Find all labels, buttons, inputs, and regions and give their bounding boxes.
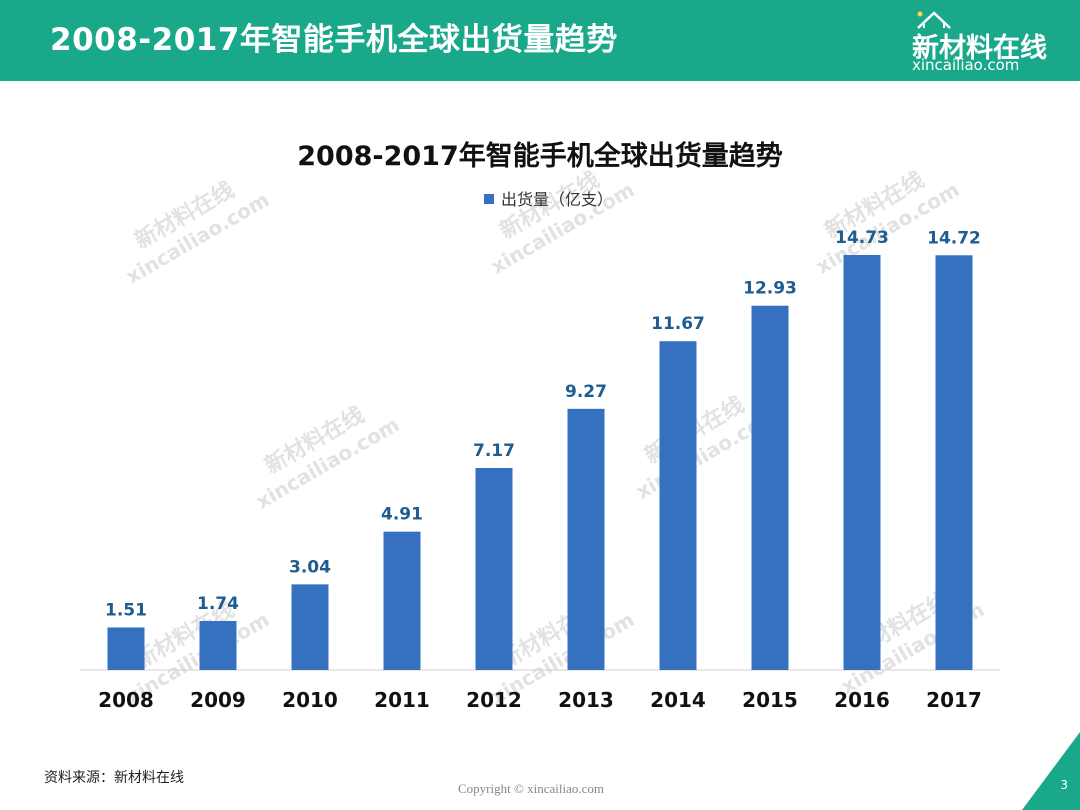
bar-2008 <box>107 627 145 670</box>
house-roof-icon <box>917 11 951 29</box>
bar-2017 <box>935 255 973 670</box>
bar-2015 <box>751 305 789 670</box>
logo-name: 新材料在线 <box>912 33 1047 64</box>
corner-decoration <box>1022 732 1080 810</box>
data-label-2012: 7.17 <box>473 441 515 461</box>
bar-group: 1.51 2008 1.74 2009 3.04 2010 4.91 2011 7.17 2012… <box>98 228 982 712</box>
bar-2011 <box>383 531 421 670</box>
data-label-2014: 11.67 <box>651 314 705 334</box>
header-bar: 2008-2017年智能手机全球出货量趋势 新材料在线 xincailiao.c… <box>0 0 1080 81</box>
x-tick-label-2017: 2017 <box>926 688 982 712</box>
legend-label: 出货量（亿支） <box>501 190 613 209</box>
x-tick-label-2012: 2012 <box>466 688 522 712</box>
x-tick-label-2010: 2010 <box>282 688 338 712</box>
page-title: 2008-2017年智能手机全球出货量趋势 <box>50 22 618 58</box>
x-tick-label-2014: 2014 <box>650 688 706 712</box>
logo-domain: xincailiao.com <box>912 56 1020 74</box>
x-tick-label-2016: 2016 <box>834 688 890 712</box>
data-label-2009: 1.74 <box>197 594 239 614</box>
data-label-2013: 9.27 <box>565 382 607 402</box>
x-tick-label-2015: 2015 <box>742 688 798 712</box>
chart-title: 2008-2017年智能手机全球出货量趋势 <box>297 140 783 172</box>
brand-logo: 新材料在线 xincailiao.com <box>912 8 1047 74</box>
data-label-2017: 14.72 <box>927 228 981 248</box>
bar-2016 <box>843 255 881 670</box>
x-tick-label-2011: 2011 <box>374 688 430 712</box>
x-tick-label-2008: 2008 <box>98 688 154 712</box>
x-tick-label-2013: 2013 <box>558 688 614 712</box>
bar-2013 <box>567 408 605 670</box>
copyright-text: Copyright © xincailiao.com <box>458 781 604 796</box>
data-label-2010: 3.04 <box>289 557 331 577</box>
data-label-2016: 14.73 <box>835 228 889 248</box>
x-tick-label-2009: 2009 <box>190 688 246 712</box>
legend-swatch <box>484 194 494 204</box>
data-label-2011: 4.91 <box>381 505 423 525</box>
bar-2014 <box>659 341 697 670</box>
bar-2010 <box>291 584 329 670</box>
data-label-2008: 1.51 <box>105 600 147 620</box>
source-note: 资料来源：新材料在线 <box>44 770 184 786</box>
page-number: 3 <box>1060 778 1068 792</box>
bar-2012 <box>475 467 513 670</box>
bar-2009 <box>199 620 237 670</box>
data-label-2015: 12.93 <box>743 279 797 299</box>
